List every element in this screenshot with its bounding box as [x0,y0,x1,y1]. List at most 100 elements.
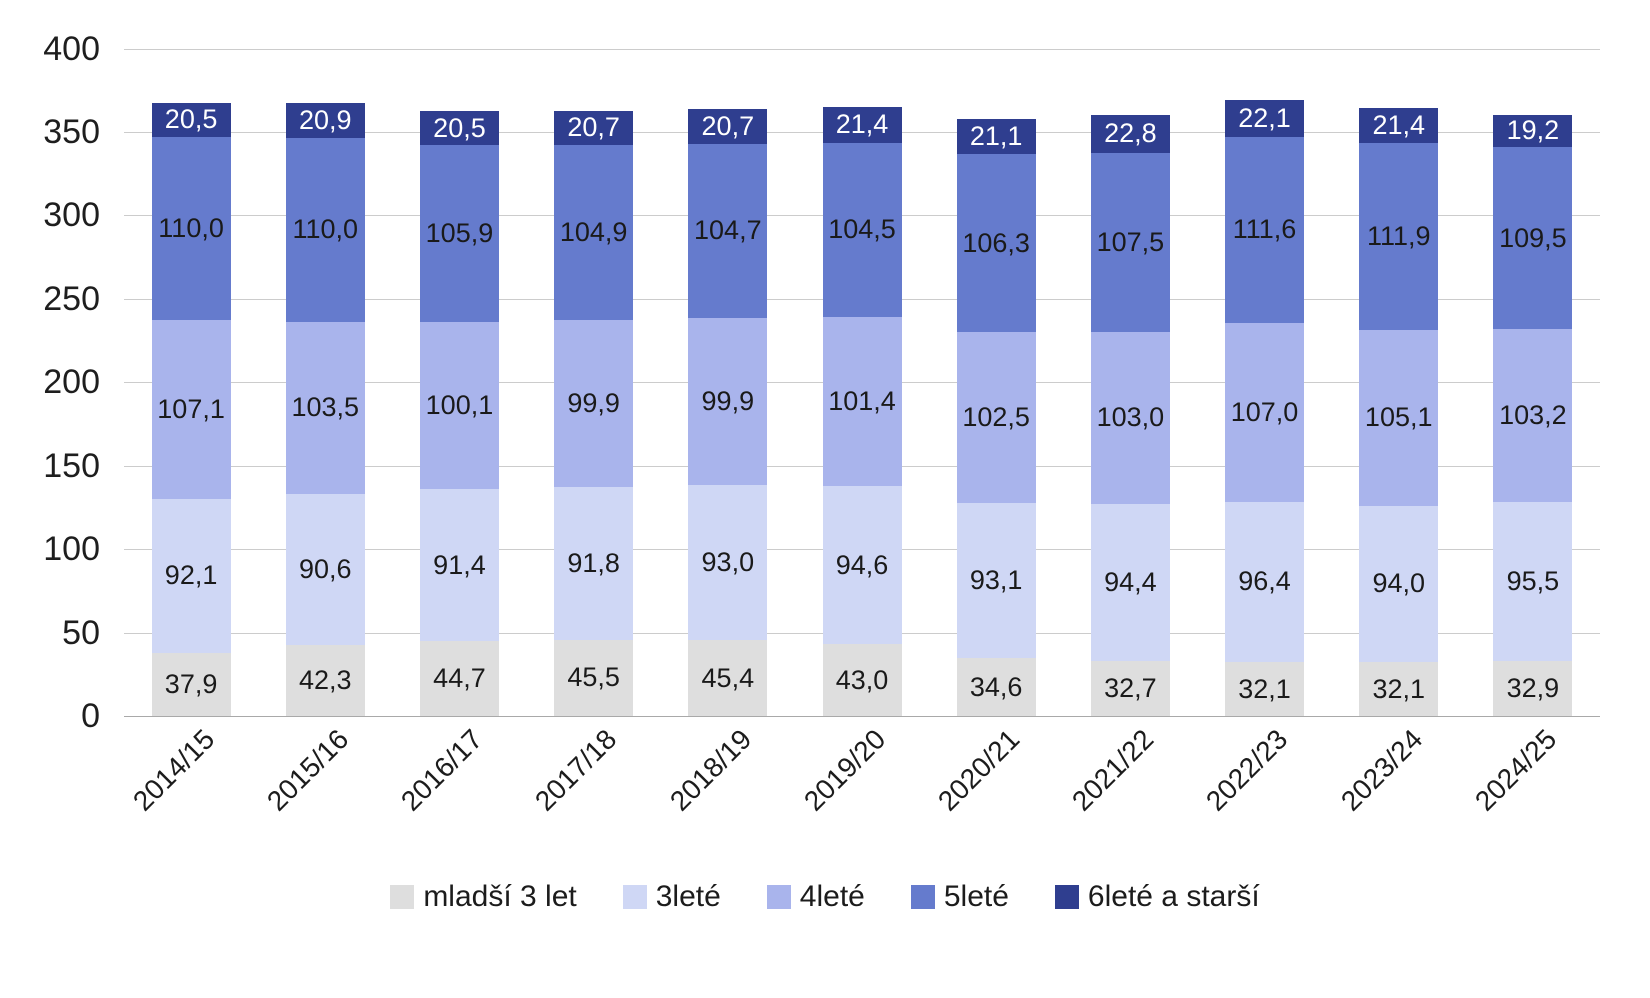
bar-value-label: 105,1 [1364,402,1433,433]
bar-value-label: 44,7 [433,663,486,694]
legend-item-3leté: 3leté [622,880,721,914]
bar-value-label: 94,6 [835,549,889,580]
legend-label: 6leté a starší [1087,880,1260,913]
bar-segment-mladší 3 let: 32,9 [1493,661,1573,716]
bar-value-label: 94,4 [1104,567,1157,598]
bar-segment-4leté: 103,5 [285,321,365,495]
bar-value-label: 110,0 [292,214,359,245]
x-axis-category-label: 2024/25 [1468,723,1563,817]
bar-2019/20: 21,4 104,5 101,4 94,6 43,0 [822,107,902,716]
y-axis-tick-label: 150 [43,446,100,485]
bar-value-label: 22,8 [1104,118,1157,149]
bar-value-label: 103,0 [1096,402,1165,433]
bar-segment-mladší 3 let: 43,0 [822,644,902,716]
bar-segment-3leté: 94,6 [822,486,902,645]
bar-segment-mladší 3 let: 32,1 [1225,662,1305,716]
y-axis-tick-label: 100 [43,530,100,569]
bar-segment-mladší 3 let: 37,9 [151,652,231,716]
bar-segment-6leté a starší: 21,4 [822,107,902,143]
x-axis-category-label: 2021/22 [1066,723,1160,817]
bar-2022/23: 22,1 111,6 107,0 96,4 32,1 [1225,99,1305,716]
bar-value-label: 95,5 [1506,565,1560,596]
bar-segment-3leté: 91,8 [554,486,634,641]
legend-label: 4leté [799,880,865,913]
bar-2020/21: 21,1 106,3 102,5 93,1 34,6 [956,119,1036,716]
bar-2023/24: 21,4 111,9 105,1 94,0 32,1 [1359,107,1439,716]
x-axis-baseline [124,716,1600,717]
bar-segment-5leté: 105,9 [419,145,499,322]
bar-value-label: 22,1 [1238,102,1291,133]
bar-value-label: 92,1 [164,560,218,591]
bar-segment-4leté: 107,1 [151,320,231,500]
bar-value-label: 107,5 [1096,226,1165,257]
y-axis-tick-label: 350 [43,112,100,151]
y-axis-tick-label: 400 [43,29,100,68]
bar-segment-3leté: 93,0 [688,485,768,641]
x-axis-category-label: 2016/17 [395,723,489,817]
bar-segment-5leté: 111,6 [1225,136,1305,323]
bar-value-label: 91,4 [433,549,486,580]
y-axis-tick-label: 0 [81,697,100,735]
bar-value-label: 32,1 [1238,673,1291,704]
bar-2016/17: 20,5 105,9 100,1 91,4 44,7 [419,110,499,716]
bar-segment-3leté: 91,4 [419,488,499,642]
bar-value-label: 20,5 [164,104,218,135]
bar-segment-mladší 3 let: 42,3 [285,645,365,716]
bar-value-label: 45,5 [567,662,620,693]
bar-segment-3leté: 96,4 [1225,501,1305,663]
bar-segment-4leté: 101,4 [822,317,902,487]
bar-segment-4leté: 103,2 [1493,329,1573,502]
bar-value-label: 105,9 [425,217,494,248]
legend-item-6leté a starší: 6leté a starší [1054,880,1260,914]
bar-value-label: 20,9 [298,105,352,135]
bar-segment-3leté: 94,0 [1359,505,1439,663]
legend-label: 5leté [943,880,1009,913]
bar-value-label: 99,9 [567,387,620,418]
bar-value-label: 107,0 [1230,396,1299,427]
bar-value-label: 21,4 [1372,110,1425,141]
bar-value-label: 99,9 [701,386,755,417]
bar-value-label: 21,1 [969,121,1023,152]
y-axis-tick-label: 250 [43,279,100,318]
bar-segment-6leté a starší: 22,1 [1225,99,1305,137]
bar-2024/25: 19,2 109,5 103,2 95,5 32,9 [1493,114,1573,716]
bar-segment-mladší 3 let: 32,1 [1359,662,1439,716]
legend-swatch [390,885,415,909]
legend-label: 3leté [655,880,721,913]
y-axis-tick-label: 50 [62,613,100,652]
bar-value-label: 21,4 [835,109,889,140]
gridline [124,48,1600,50]
bar-value-label: 45,4 [701,662,755,693]
legend-swatch [766,885,791,909]
bar-segment-mladší 3 let: 45,5 [554,640,634,716]
bar-2017/18: 20,7 104,9 99,9 91,8 45,5 [554,110,634,716]
bar-value-label: 104,7 [694,215,762,246]
bar-value-label: 32,7 [1104,673,1157,704]
bar-value-label: 106,3 [962,227,1030,258]
bar-2021/22: 22,8 107,5 103,0 94,4 32,7 [1090,114,1170,716]
bar-segment-4leté: 102,5 [956,331,1036,503]
legend-item-5leté: 5leté [910,880,1009,914]
bar-segment-6leté a starší: 21,4 [1359,107,1439,144]
bar-segment-mladší 3 let: 34,6 [956,658,1036,716]
bar-value-label: 20,5 [433,112,486,143]
bar-segment-6leté a starší: 20,7 [688,109,768,144]
bar-segment-3leté: 90,6 [285,494,365,646]
bar-segment-6leté a starší: 19,2 [1493,114,1573,147]
bar-segment-6leté a starší: 21,1 [956,119,1036,155]
x-axis-category-label: 2014/15 [126,723,221,817]
bar-segment-5leté: 111,9 [1359,143,1439,331]
bar-value-label: 91,8 [567,547,620,578]
bar-segment-5leté: 104,5 [822,142,902,318]
bar-value-label: 101,4 [828,386,896,417]
legend-swatch [622,885,647,909]
bar-segment-mladší 3 let: 45,4 [688,640,768,716]
bar-segment-4leté: 99,9 [554,320,634,487]
bar-value-label: 103,2 [1499,400,1567,431]
bar-2018/19: 20,7 104,7 99,9 93,0 45,4 [688,109,768,716]
x-axis-category-label: 2017/18 [529,723,623,817]
y-axis-tick-label: 200 [43,363,100,402]
x-axis-category-label: 2018/19 [663,723,758,817]
legend-item-mladší 3 let: mladší 3 let [390,880,577,914]
